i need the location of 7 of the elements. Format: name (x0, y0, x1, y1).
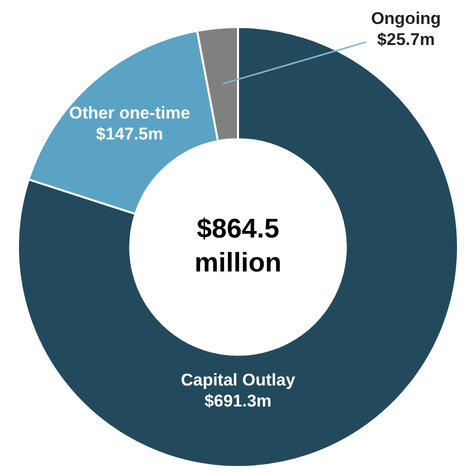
slice-label: Other one-time (69, 103, 190, 122)
slice-label: Ongoing (371, 9, 441, 28)
data-label: $691.3m (204, 391, 272, 410)
text: $864.5 million (194, 213, 282, 278)
data-label: $147.5m (96, 124, 164, 144)
slice-label: Capital Outlay (180, 370, 296, 390)
data-label: $25.7m (377, 30, 435, 50)
